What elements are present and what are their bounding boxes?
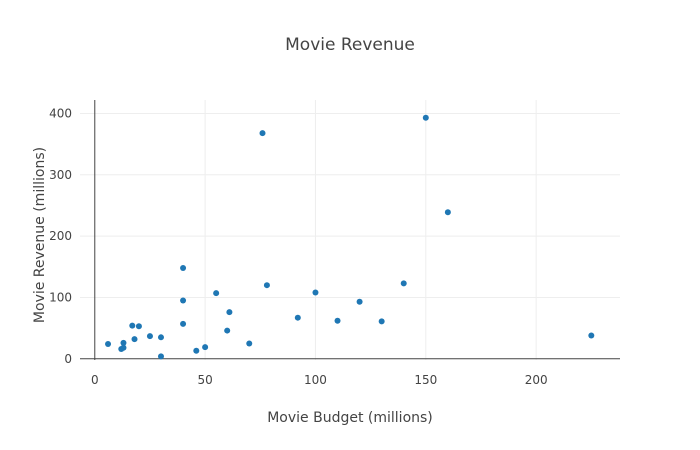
data-point: [193, 347, 200, 354]
x-tick-label: 200: [525, 373, 548, 387]
x-tick-label: 150: [414, 373, 437, 387]
data-point: [400, 280, 407, 287]
data-point: [120, 339, 127, 346]
x-axis-label: Movie Budget (millions): [267, 410, 433, 426]
data-point: [334, 317, 341, 324]
data-point: [157, 334, 164, 341]
data-point: [259, 130, 266, 137]
y-tick-label: 0: [64, 352, 72, 366]
data-point: [131, 336, 138, 343]
data-point: [263, 282, 270, 289]
data-point: [356, 298, 363, 305]
data-points: [105, 114, 595, 360]
data-point: [444, 209, 451, 216]
data-point: [422, 114, 429, 121]
data-point: [180, 265, 187, 272]
chart-title: Movie Revenue: [285, 35, 415, 55]
data-point: [157, 353, 164, 360]
data-point: [294, 314, 301, 321]
data-point: [213, 290, 220, 297]
data-point: [246, 340, 253, 347]
y-tick-label: 300: [49, 168, 72, 182]
x-tick-label: 0: [91, 373, 99, 387]
x-tick-label: 100: [304, 373, 327, 387]
data-point: [120, 344, 127, 351]
data-point: [202, 344, 209, 351]
y-axis-label: Movie Revenue (millions): [32, 147, 48, 323]
grid: [80, 100, 620, 360]
tick-labels: 0 50 100 150 200 0 100 200 300 400: [49, 106, 548, 387]
data-point: [312, 289, 319, 296]
data-point: [135, 323, 142, 330]
data-point: [180, 297, 187, 304]
data-point: [226, 309, 233, 316]
data-point: [588, 332, 595, 339]
x-tick-label: 50: [197, 373, 212, 387]
axes: [80, 100, 620, 360]
data-point: [180, 320, 187, 327]
data-point: [224, 327, 231, 334]
data-point: [146, 333, 153, 340]
y-tick-label: 400: [49, 106, 72, 120]
y-tick-label: 100: [49, 290, 72, 304]
data-point: [105, 341, 112, 348]
y-tick-label: 200: [49, 229, 72, 243]
data-point: [129, 322, 136, 329]
data-point: [378, 318, 385, 325]
